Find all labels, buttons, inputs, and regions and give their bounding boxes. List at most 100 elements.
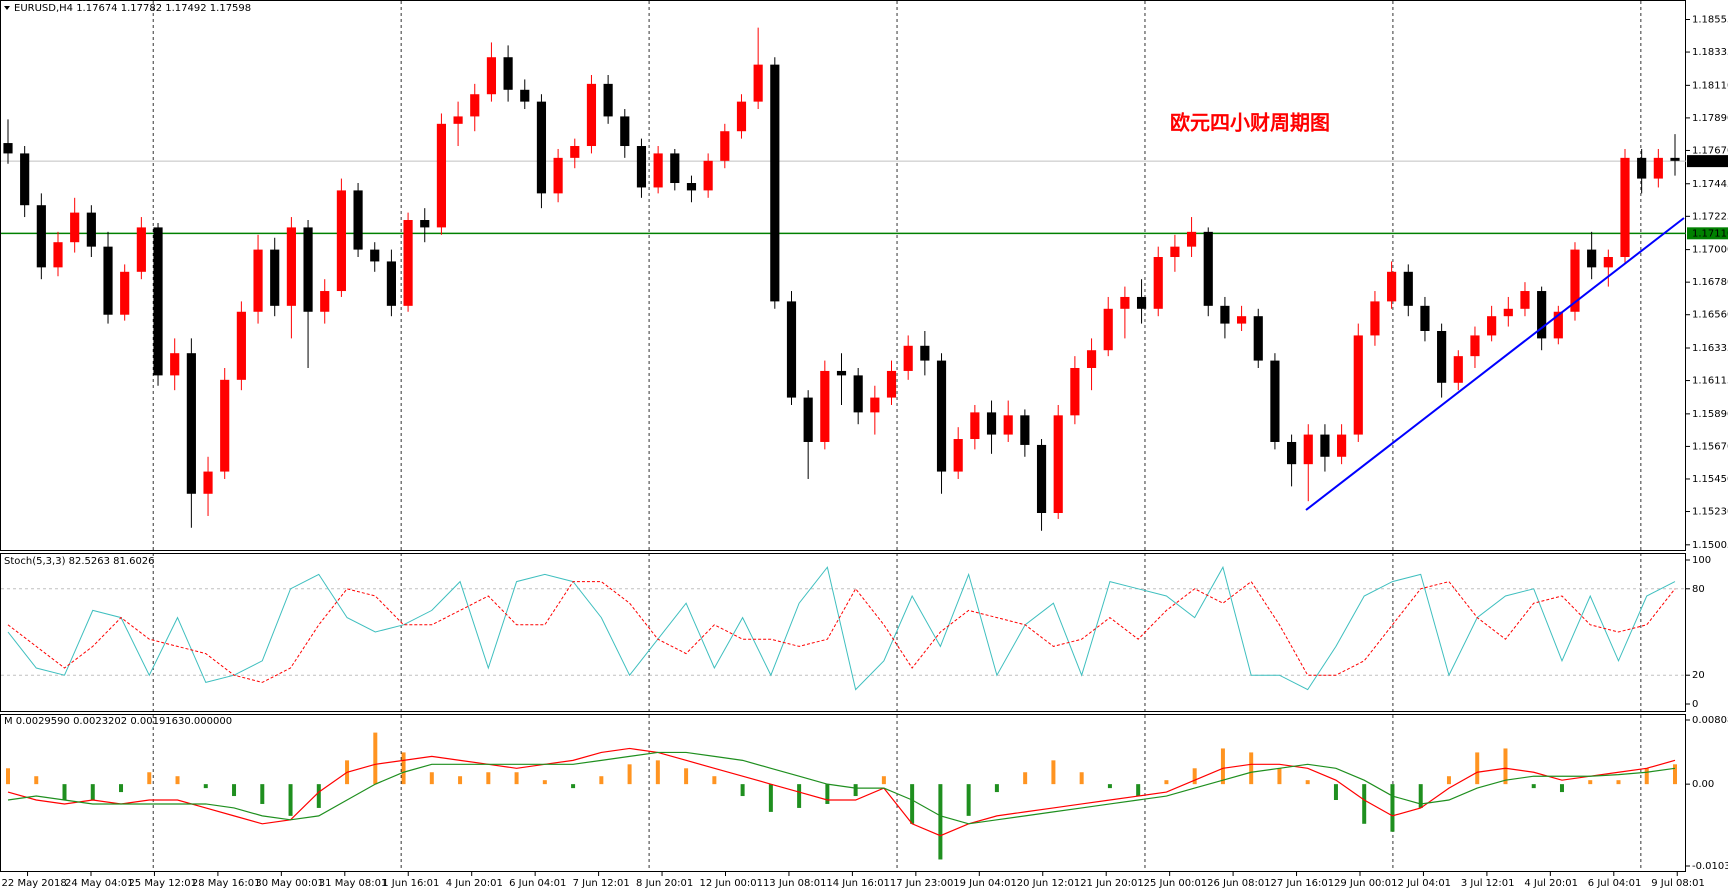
candle-body [1053,415,1063,514]
x-tick-label: 25 Jun 00:01 [1144,878,1208,889]
candle-body [836,370,847,376]
x-tick-label: 9 Jul 08:01 [1651,878,1705,889]
histogram-bar [119,784,124,793]
candle-body [1537,291,1547,339]
histogram-bar [1588,780,1593,785]
candle-body [620,116,630,147]
candle-body [703,160,713,191]
candle-body [970,412,980,440]
histogram-bar [1051,760,1056,785]
histogram-bar [175,776,180,785]
histogram-bar [627,764,632,785]
hline-label-box [1687,227,1728,240]
candle-body [986,412,997,435]
histogram-bar [1362,784,1367,824]
candle-body [1253,316,1263,361]
x-tick-label: 13 Jun 08:01 [763,878,827,889]
candle-body [1236,316,1247,324]
candle-body [1653,157,1663,179]
histogram-bar [966,784,971,816]
histogram-bar [1164,780,1169,785]
histogram-bar [1079,772,1084,785]
y-tick-label: 100 [1692,555,1711,566]
candle-body [1320,434,1330,457]
histogram-bar [1418,784,1423,808]
histogram-bar [1333,784,1338,801]
histogram-bar [34,776,39,785]
candle-body [1303,434,1313,465]
y-tick-label: 1.18335 [1692,47,1728,58]
candle-body [520,89,530,102]
y-tick-label: 1.16115 [1692,376,1728,387]
y-tick-label: 1.16560 [1692,310,1728,321]
candle-body [36,205,46,268]
candle-body [1503,308,1513,317]
histogram-bar [599,776,604,785]
histogram-bar [853,784,858,797]
histogram-bar [1446,776,1451,785]
candle-body [1387,271,1397,302]
y-tick-label: 1.15670 [1692,441,1728,452]
candle-body [1420,305,1430,331]
candle-body [1403,271,1413,306]
histogram-bar [1475,752,1480,785]
histogram-bar [1673,764,1677,785]
main-panel [0,0,1686,551]
stoch-panel [0,553,1686,712]
histogram-bar [373,732,378,785]
candle-body [170,353,180,376]
candle-body [1570,249,1580,312]
candle-body [1520,291,1530,309]
y-tick-label: 1.15450 [1692,474,1728,485]
candle-body [636,146,647,188]
histogram-bar [881,776,886,785]
y-tick-label: 1.18110 [1692,80,1728,91]
candle-body [1220,305,1230,324]
candle-body [70,212,80,243]
histogram-bar [1192,768,1197,785]
candle-body [470,94,480,117]
x-tick-label: 28 May 16:01 [192,878,261,889]
candle-body [53,242,63,268]
histogram-bar [1136,784,1141,797]
candle-body [670,153,680,184]
x-tick-label: 29 Jun 00:01 [1334,878,1398,889]
candle-body [186,353,196,494]
candle-body [436,123,447,228]
x-tick-label: 17 Jun 23:00 [890,878,954,889]
candle-body [370,249,380,262]
candle-body [820,370,830,442]
histogram-bar [6,768,10,785]
candle-body [203,471,213,494]
x-tick-label: 12 Jun 00:01 [699,878,763,889]
y-tick-label: 1.15890 [1692,409,1728,420]
histogram-bar [288,784,293,816]
histogram-bar [1616,780,1621,785]
x-tick-label: 26 Jun 08:01 [1207,878,1271,889]
candle-body [303,227,313,312]
candle-body [786,301,797,398]
y-tick-label: 1.17445 [1692,179,1728,190]
histogram-bar [147,772,152,785]
histogram-bar [514,772,519,785]
candle-body [586,83,597,147]
y-tick-label: 1.18555 [1692,14,1728,25]
candle-body [1203,231,1213,306]
candle-body [86,212,96,247]
x-tick-label: 19 Jun 04:01 [953,878,1017,889]
candle-body [686,183,697,191]
stoch-line [7,565,1676,691]
candle-body [1153,257,1163,309]
x-tick-label: 4 Jun 20:01 [446,878,503,889]
candle-body [320,291,330,312]
candle-body [536,101,547,194]
histogram-bar [768,784,773,812]
histogram-bar [401,752,406,785]
x-tick-label: 7 Jun 12:01 [573,878,630,889]
candle-body [1487,316,1497,336]
candle-body [503,57,513,90]
candle-body [1136,296,1147,309]
y-tick-label: 0.008089 [1692,715,1728,726]
